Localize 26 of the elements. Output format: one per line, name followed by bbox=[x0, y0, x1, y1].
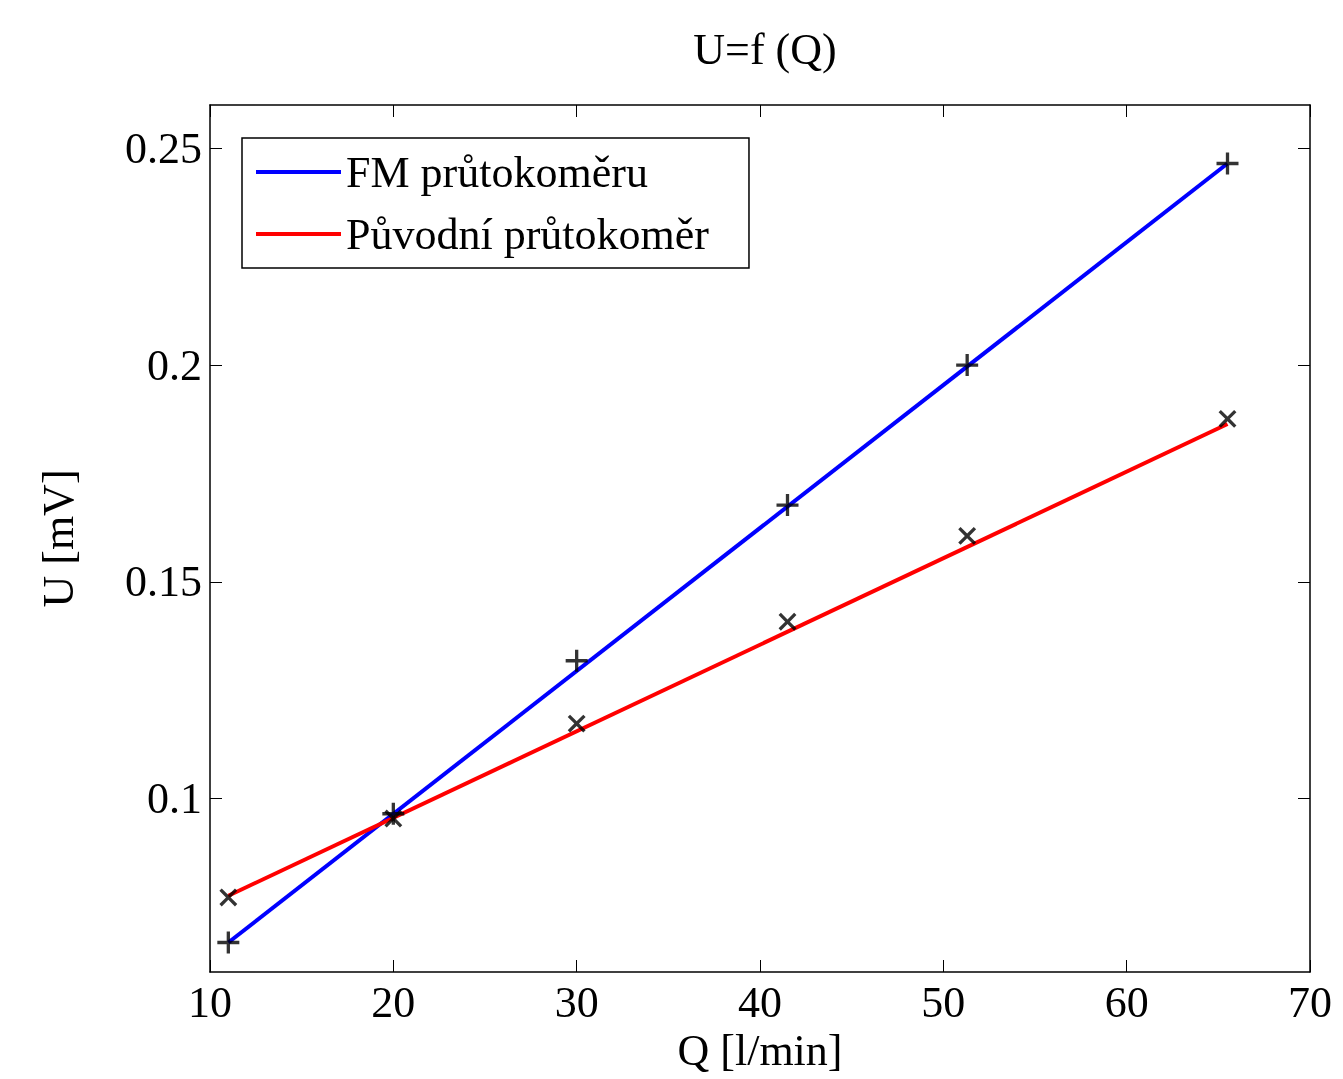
point bbox=[776, 494, 799, 517]
y-tick-label: 0.1 bbox=[147, 774, 202, 824]
point bbox=[1216, 152, 1239, 175]
point bbox=[567, 714, 586, 733]
legend-label: FM průtokoměru bbox=[346, 147, 648, 197]
y-tick-label: 0.25 bbox=[125, 123, 202, 173]
y-tick-label: 0.15 bbox=[125, 557, 202, 607]
point bbox=[956, 354, 979, 377]
x-tick-label: 20 bbox=[371, 977, 416, 1027]
x-tick-label: 50 bbox=[921, 977, 966, 1027]
y-tick-label: 0.2 bbox=[147, 340, 202, 390]
legend-label: Původní průtokoměr bbox=[346, 209, 710, 259]
point bbox=[219, 888, 238, 907]
x-tick-label: 10 bbox=[188, 977, 232, 1027]
point bbox=[958, 526, 977, 545]
y-axis-title: U [mV] bbox=[33, 469, 83, 608]
point bbox=[565, 649, 588, 672]
x-axis-title: Q [l/min] bbox=[677, 1026, 843, 1076]
point bbox=[778, 612, 797, 631]
point bbox=[384, 809, 403, 828]
chart-title: U=f (Q) bbox=[693, 24, 837, 74]
x-tick-label: 40 bbox=[738, 977, 782, 1027]
point bbox=[217, 931, 240, 954]
x-tick-label: 60 bbox=[1104, 977, 1149, 1027]
x-tick-label: 70 bbox=[1288, 977, 1332, 1027]
x-tick-label: 30 bbox=[554, 977, 599, 1027]
